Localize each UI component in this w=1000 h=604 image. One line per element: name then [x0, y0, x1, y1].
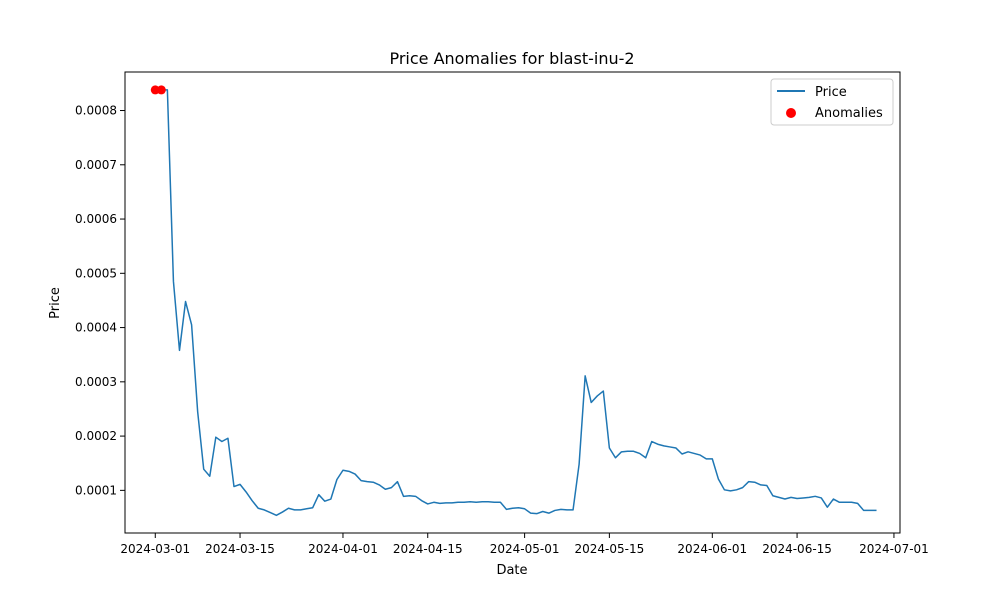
axes: [124, 71, 901, 534]
y-axis: 0.0001 0.0002 0.0003 0.0004 0.0005 0.0006 0.00…: [75, 104, 125, 497]
x-tick-label: 2024-04-01: [308, 542, 378, 556]
y-tick-label: 0.0003: [75, 375, 117, 389]
anomaly-point: [156, 85, 166, 95]
axes-frame: [124, 71, 901, 534]
legend-price-label: Price: [815, 85, 847, 100]
y-axis-label: Price: [48, 287, 63, 319]
legend-anomalies-swatch: [786, 108, 796, 118]
x-axis-label: Date: [496, 563, 527, 578]
y-tick-label: 0.0001: [75, 483, 117, 497]
y-tick-label: 0.0006: [75, 212, 117, 226]
price-line: [154, 89, 877, 517]
x-tick-label: 2024-06-15: [762, 542, 832, 556]
plot-area: [150, 85, 877, 517]
x-tick-label: 2024-07-01: [859, 542, 929, 556]
x-tick-label: 2024-03-15: [205, 542, 275, 556]
x-tick-label: 2024-06-01: [677, 542, 747, 556]
legend-anomalies-label: Anomalies: [815, 106, 883, 121]
x-tick-label: 2024-05-15: [575, 542, 645, 556]
y-tick-label: 0.0005: [75, 266, 117, 280]
legend: Price Anomalies: [770, 78, 894, 126]
y-tick-label: 0.0002: [75, 429, 117, 443]
y-tick-label: 0.0004: [75, 321, 117, 335]
x-tick-label: 2024-03-01: [120, 542, 190, 556]
y-tick-label: 0.0008: [75, 104, 117, 118]
x-axis: 2024-03-01 2024-03-15 2024-04-01 2024-04-15…: [120, 533, 929, 556]
chart-title: Price Anomalies for blast-inu-2: [389, 49, 634, 68]
x-tick-label: 2024-05-01: [490, 542, 560, 556]
y-tick-label: 0.0007: [75, 158, 117, 172]
x-tick-label: 2024-04-15: [393, 542, 463, 556]
